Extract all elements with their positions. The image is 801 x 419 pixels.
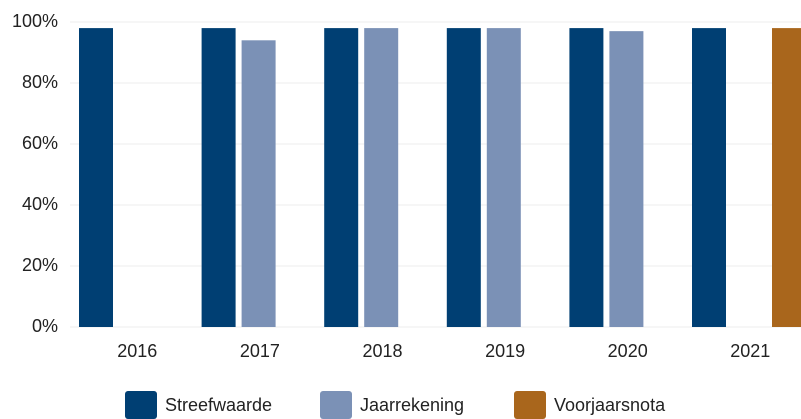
bar [364, 28, 399, 327]
y-tick-label: 0% [32, 316, 58, 336]
bar [569, 28, 604, 327]
bar [772, 28, 801, 327]
x-tick-label: 2016 [117, 341, 157, 361]
y-tick-label: 100% [12, 11, 58, 31]
legend-swatch [320, 391, 352, 419]
bar [486, 28, 521, 327]
x-tick-label: 2020 [608, 341, 648, 361]
legend-label: Jaarrekening [360, 395, 464, 415]
legend-swatch [125, 391, 157, 419]
x-tick-label: 2021 [730, 341, 770, 361]
bar [692, 28, 726, 327]
y-tick-label: 20% [22, 255, 58, 275]
legend-label: Streefwaarde [165, 395, 272, 415]
y-tick-label: 40% [22, 194, 58, 214]
x-tick-label: 2017 [240, 341, 280, 361]
x-tick-label: 2019 [485, 341, 525, 361]
y-tick-label: 60% [22, 133, 58, 153]
bar [324, 28, 359, 327]
legend-swatch [514, 391, 546, 419]
bar [446, 28, 481, 327]
bar [201, 28, 236, 327]
bar [241, 40, 276, 328]
bar [609, 31, 644, 328]
x-tick-label: 2018 [362, 341, 402, 361]
bar [79, 28, 113, 327]
legend-label: Voorjaarsnota [554, 395, 666, 415]
y-tick-label: 80% [22, 72, 58, 92]
